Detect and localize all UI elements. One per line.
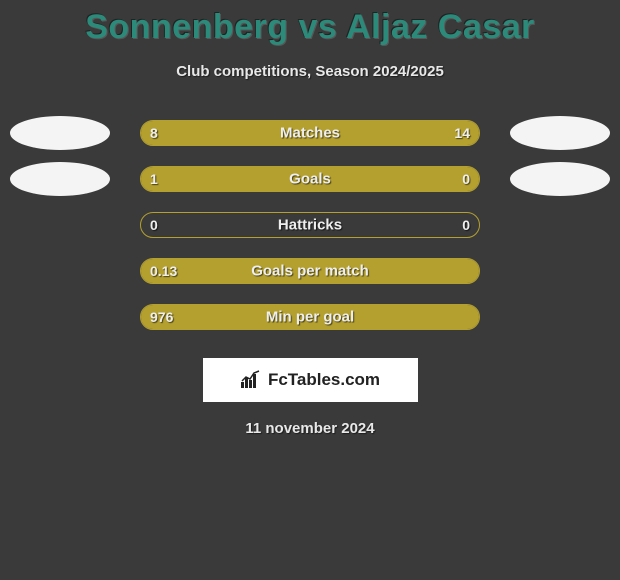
- avatar-left: [10, 116, 110, 150]
- stat-row: Hattricks 0 0: [0, 202, 620, 248]
- stat-row: Min per goal 976: [0, 294, 620, 340]
- stat-row: Goals 1 0: [0, 156, 620, 202]
- stat-value-right: 0: [462, 217, 470, 233]
- stat-label: Goals: [289, 171, 331, 188]
- avatar-left: [10, 162, 110, 196]
- stat-value-left: 0.13: [150, 263, 177, 279]
- stat-value-right: 0: [462, 171, 470, 187]
- bar-segment-left: [141, 167, 405, 191]
- bar-segment-left: [141, 121, 263, 145]
- page-subtitle: Club competitions, Season 2024/2025: [0, 63, 620, 80]
- stat-value-left: 1: [150, 171, 158, 187]
- avatar-right: [510, 162, 610, 196]
- stat-label: Hattricks: [278, 217, 342, 234]
- avatar-right: [510, 116, 610, 150]
- stat-value-right: 14: [454, 125, 470, 141]
- stat-row: Matches 8 14: [0, 110, 620, 156]
- stats-container: Matches 8 14 Goals 1 0 Hattricks 0 0 Goals per ma…: [0, 110, 620, 340]
- stat-label: Matches: [280, 125, 340, 142]
- stat-label: Goals per match: [251, 263, 369, 280]
- stat-value-left: 976: [150, 309, 173, 325]
- stat-value-left: 8: [150, 125, 158, 141]
- stat-label: Min per goal: [266, 309, 354, 326]
- stat-row: Goals per match 0.13: [0, 248, 620, 294]
- stat-value-left: 0: [150, 217, 158, 233]
- page-title: Sonnenberg vs Aljaz Casar: [0, 0, 620, 47]
- chart-icon: [240, 370, 262, 390]
- footer-date: 11 november 2024: [0, 420, 620, 437]
- logo-badge: FcTables.com: [203, 358, 418, 402]
- logo-text: FcTables.com: [268, 370, 380, 390]
